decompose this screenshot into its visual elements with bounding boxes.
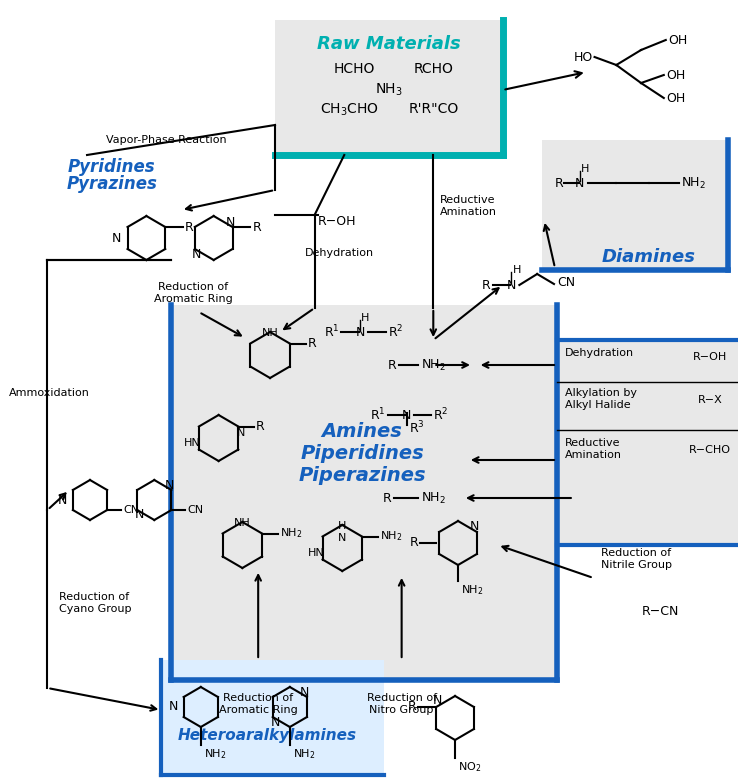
Text: N: N [270,716,280,728]
Text: Heteroaralkylamines: Heteroaralkylamines [178,728,356,743]
Text: HO: HO [573,51,593,64]
Text: NH$_2$: NH$_2$ [280,527,303,541]
Text: R: R [555,177,564,190]
Text: HCHO: HCHO [334,62,375,76]
FancyBboxPatch shape [557,340,738,545]
Text: N: N [192,247,201,261]
Text: N: N [470,520,480,532]
Text: RCHO: RCHO [413,62,453,76]
Text: NO$_2$: NO$_2$ [458,760,481,774]
Text: Pyrazines: Pyrazines [66,175,157,193]
Text: Nitrile Group: Nitrile Group [601,560,672,570]
Text: OH: OH [666,92,685,104]
Text: H: H [512,265,521,275]
Text: Reductive: Reductive [565,438,621,448]
Text: Aromatic Ring: Aromatic Ring [154,294,232,304]
Text: N: N [402,408,411,422]
Text: Reduction of: Reduction of [59,592,129,602]
Text: Cyano Group: Cyano Group [59,604,132,614]
Text: R−OH: R−OH [693,352,728,362]
Text: N: N [111,232,121,244]
Text: R−CN: R−CN [642,605,680,618]
FancyBboxPatch shape [275,20,503,155]
Text: R'R"CO: R'R"CO [408,102,458,116]
Text: R$^2$: R$^2$ [433,407,449,423]
Text: Piperazines: Piperazines [298,466,426,485]
Text: N: N [507,279,516,292]
FancyBboxPatch shape [171,305,557,680]
Text: HN: HN [184,438,201,448]
Text: CH$_3$CHO: CH$_3$CHO [320,102,379,118]
Text: R−CHO: R−CHO [689,445,731,455]
Text: N: N [432,695,442,707]
Text: H
N: H N [338,521,346,542]
Text: Pyridines: Pyridines [68,158,156,176]
Text: Reduction of: Reduction of [223,693,293,703]
Text: OH: OH [666,68,685,82]
Text: N: N [575,177,584,190]
Text: N: N [356,325,365,338]
Text: NH$_2$: NH$_2$ [461,583,483,597]
Text: NH: NH [234,518,251,528]
Text: R: R [388,359,397,372]
Text: Dehydration: Dehydration [305,248,374,258]
Text: Raw Materials: Raw Materials [317,35,461,53]
Text: Alkyl Halide: Alkyl Halide [565,400,630,410]
Text: R: R [256,420,265,433]
Text: NH$_2$: NH$_2$ [680,176,706,191]
Text: Dehydration: Dehydration [565,348,634,358]
Text: HN: HN [308,548,325,558]
Text: CN: CN [187,505,204,515]
Text: R: R [407,700,416,713]
Text: Piperidines: Piperidines [300,444,424,463]
Text: NH$_2$: NH$_2$ [421,490,446,506]
Text: Reductive
Amination: Reductive Amination [440,195,497,216]
Text: NH: NH [262,328,278,338]
Text: R: R [383,492,392,504]
Text: CN: CN [557,275,575,289]
Text: N: N [135,509,144,521]
Text: Reduction of: Reduction of [158,282,228,292]
FancyBboxPatch shape [542,140,728,270]
Text: OH: OH [668,33,687,47]
Text: R: R [185,220,194,233]
Text: Amination: Amination [565,450,622,460]
Text: Reduction of: Reduction of [601,548,672,558]
Text: N: N [58,493,67,506]
Text: Ammoxidation: Ammoxidation [9,388,90,398]
Text: N: N [169,700,178,713]
Text: Diamines: Diamines [602,248,696,266]
FancyBboxPatch shape [161,660,384,775]
Text: Nitro Group: Nitro Group [370,705,434,715]
Text: R$^1$: R$^1$ [370,407,386,423]
Text: H: H [581,164,589,174]
Text: NH$_2$: NH$_2$ [421,357,446,373]
Text: R$^2$: R$^2$ [387,324,403,340]
Text: N: N [236,428,245,438]
Text: Alkylation by: Alkylation by [565,388,637,398]
Text: H: H [361,313,370,323]
Text: R: R [482,279,491,292]
Text: NH$_3$: NH$_3$ [375,82,403,98]
Text: Vapor-Phase Reaction: Vapor-Phase Reaction [106,135,227,145]
Text: NH$_2$: NH$_2$ [293,747,315,761]
Text: Aromatic Ring: Aromatic Ring [218,705,297,715]
Text: NH$_2$: NH$_2$ [380,530,402,543]
Text: N: N [165,478,174,492]
Text: R: R [308,337,317,350]
Text: N: N [226,216,235,229]
Text: CN: CN [123,505,139,515]
Text: R: R [252,220,261,233]
Text: Reduction of: Reduction of [367,693,437,703]
Text: N: N [300,685,309,699]
Text: R−X: R−X [698,395,723,405]
Text: NH$_2$: NH$_2$ [204,747,227,761]
Text: R$^1$: R$^1$ [324,324,339,340]
Text: Amines: Amines [322,422,402,441]
Text: R: R [410,537,418,549]
Text: R$^3$: R$^3$ [409,419,424,436]
Text: R−OH: R−OH [317,215,356,228]
